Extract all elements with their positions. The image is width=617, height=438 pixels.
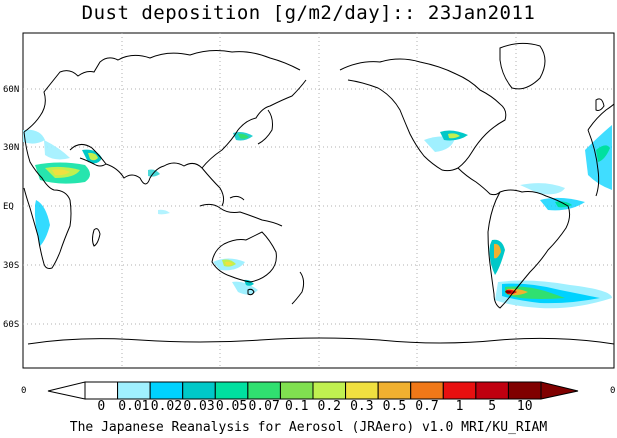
colorbar: 0 0.01 0.02 0.03 0.05 0.07 0.1 0.2 0.3 0.5 0.7 1 5 10 <box>47 381 579 414</box>
colorbar-box <box>442 381 477 400</box>
colorbar-labels: 0 0.01 0.02 0.03 0.05 0.07 0.1 0.2 0.3 0.5 0.7 1 5 10 <box>97 399 532 414</box>
colorbar-box <box>117 381 151 400</box>
colorbar-level-label: 1 <box>456 399 464 414</box>
colorbar-box <box>345 381 379 400</box>
colorbar-boxes <box>84 381 542 400</box>
colorbar-level-label: 0.5 <box>383 399 406 414</box>
colorbar-box <box>214 381 249 400</box>
colorbar-box <box>279 381 314 400</box>
lat-label-60s: 60S <box>3 320 19 330</box>
colorbar-level-label: 0.3 <box>350 399 373 414</box>
dust-shading <box>23 125 612 309</box>
colorbar-level-label: 0 <box>97 399 105 414</box>
colorbar-level-label: 0.2 <box>318 399 341 414</box>
colorbar-level-label: 0.02 <box>151 399 182 414</box>
colorbar-box <box>507 381 542 400</box>
colorbar-level-label: 10 <box>517 399 533 414</box>
colorbar-box <box>149 381 184 400</box>
colorbar-box <box>475 381 509 400</box>
colorbar-level-label: 0.01 <box>118 399 149 414</box>
colorbar-level-label: 0.7 <box>415 399 438 414</box>
colorbar-edge-right: 0 <box>610 386 615 396</box>
colorbar-level-label: 5 <box>488 399 496 414</box>
colorbar-box <box>377 381 412 400</box>
colorbar-level-label: 0.07 <box>248 399 279 414</box>
map-title: Dust deposition [g/m2/day]:: 23Jan2011 <box>81 2 536 24</box>
coastline-icon <box>23 42 615 345</box>
colorbar-edge-left: 0 <box>21 386 26 396</box>
lat-label-eq: EQ <box>3 202 14 212</box>
colorbar-level-label: 0.05 <box>216 399 247 414</box>
latitude-labels: 60N 30N EQ 30S 60S <box>3 85 19 330</box>
lat-label-30s: 30S <box>3 261 19 271</box>
colorbar-box <box>410 381 444 400</box>
colorbar-box <box>312 381 347 400</box>
colorbar-box <box>84 381 119 400</box>
colorbar-under-arrow <box>47 381 86 400</box>
lat-label-30n: 30N <box>3 143 19 153</box>
lat-label-60n: 60N <box>3 85 19 95</box>
colorbar-box <box>182 381 216 400</box>
colorbar-level-label: 0.03 <box>183 399 214 414</box>
colorbar-over-arrow <box>540 381 579 400</box>
credit-line: The Japanese Reanalysis for Aerosol (JRA… <box>69 420 548 435</box>
colorbar-level-label: 0.1 <box>285 399 308 414</box>
colorbar-box <box>247 381 281 400</box>
